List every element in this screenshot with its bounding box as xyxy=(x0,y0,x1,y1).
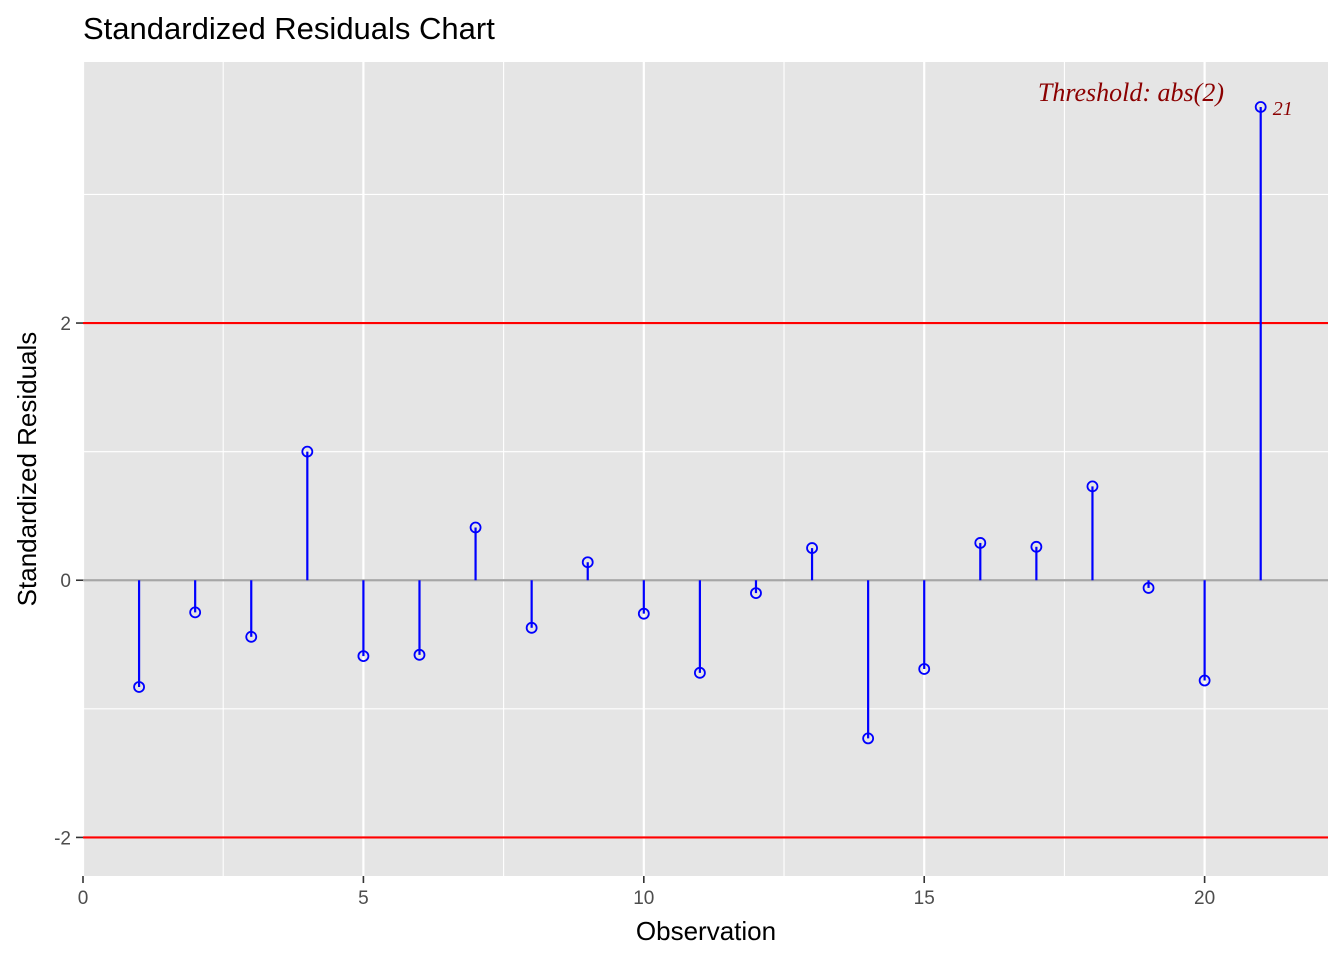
residual-point xyxy=(525,621,538,634)
y-axis-title: Standardized Residuals xyxy=(12,332,42,607)
x-axis: 0 5 10 15 20 xyxy=(78,876,1215,909)
reference-lines xyxy=(83,321,1328,839)
point-label-21: 21 xyxy=(1273,98,1293,120)
residual-point xyxy=(862,732,875,745)
residual-point xyxy=(469,521,482,534)
y-tick-label: 0 xyxy=(60,571,71,592)
residual-point xyxy=(806,542,818,554)
residual-point xyxy=(301,445,314,458)
residual-point xyxy=(918,663,931,675)
residual-point xyxy=(357,650,370,663)
residual-point xyxy=(974,537,987,549)
residual-point xyxy=(133,681,145,693)
residual-point xyxy=(581,556,594,569)
residual-point xyxy=(1086,480,1099,493)
residual-point xyxy=(413,648,426,661)
residual-point xyxy=(637,607,650,620)
x-axis-title: Observation xyxy=(636,916,776,946)
residual-point xyxy=(1198,674,1211,687)
x-tick-label: 10 xyxy=(633,888,654,909)
x-tick-label: 20 xyxy=(1194,888,1215,909)
residual-point xyxy=(693,666,706,679)
y-axis: -2 0 2 xyxy=(54,314,83,849)
residual-point xyxy=(1142,582,1155,594)
y-tick-label: 2 xyxy=(60,314,71,335)
residual-point xyxy=(750,587,762,599)
threshold-annotation: Threshold: abs(2) xyxy=(1038,78,1224,107)
residual-point xyxy=(189,606,202,619)
chart-title: Standardized Residuals Chart xyxy=(83,11,495,46)
point-layer: 21 xyxy=(133,98,1293,745)
residual-point xyxy=(245,630,258,643)
residual-point xyxy=(1254,101,1267,113)
y-tick-label: -2 xyxy=(54,828,71,849)
stem-layer xyxy=(137,107,1262,739)
x-tick-label: 15 xyxy=(914,888,935,909)
x-tick-label: 5 xyxy=(358,888,369,909)
plot-panel xyxy=(83,62,1328,876)
residual-point xyxy=(1030,540,1043,553)
x-tick-label: 0 xyxy=(78,888,89,909)
